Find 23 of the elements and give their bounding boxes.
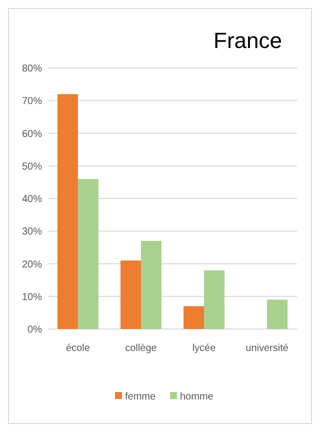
bar bbox=[140, 240, 162, 329]
bar bbox=[78, 178, 98, 329]
x-tick-label: lycée bbox=[192, 343, 216, 354]
y-tick-label: 60% bbox=[22, 128, 42, 140]
bar bbox=[120, 260, 141, 329]
y-tick-label: 40% bbox=[22, 194, 42, 205]
x-tick-label: collège bbox=[125, 343, 158, 354]
x-tick-label: école bbox=[66, 343, 90, 354]
bar bbox=[57, 94, 78, 329]
y-tick-label: 70% bbox=[22, 96, 42, 108]
y-tick-label: 80% bbox=[22, 64, 42, 74]
y-tick-label: 50% bbox=[22, 161, 42, 172]
y-tick-label: 0% bbox=[28, 324, 42, 336]
bar bbox=[267, 300, 288, 329]
chart-title: France bbox=[214, 28, 282, 53]
bar bbox=[204, 270, 225, 329]
x-tick-label: université bbox=[246, 343, 289, 354]
legend-label: femme bbox=[125, 392, 156, 402]
y-tick-label: 10% bbox=[22, 292, 42, 303]
bar bbox=[184, 306, 204, 329]
y-tick-label: 30% bbox=[22, 226, 42, 238]
y-tick-label: 20% bbox=[22, 259, 42, 270]
legend-label: homme bbox=[180, 392, 214, 402]
